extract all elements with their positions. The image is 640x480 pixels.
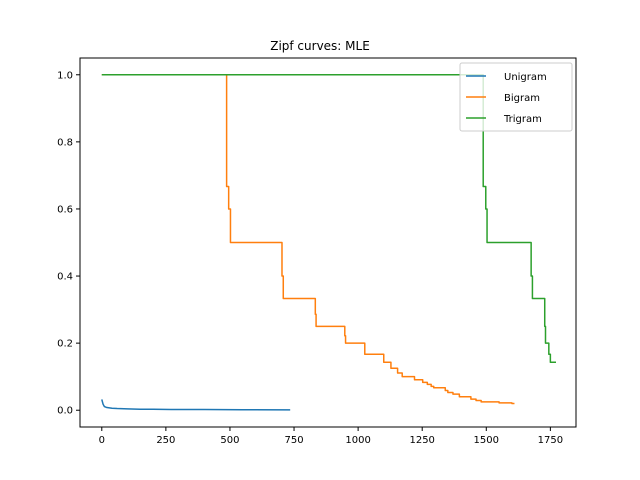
series-line-trigram xyxy=(101,74,557,364)
y-tick-label: 1.0 xyxy=(57,70,73,81)
chart-title: Zipf curves: MLE xyxy=(270,39,370,53)
legend-label-unigram: Unigram xyxy=(504,72,547,83)
legend-box xyxy=(459,62,573,132)
series-line-unigram xyxy=(101,399,291,411)
y-tick-label: 0.0 xyxy=(57,406,73,417)
legend-label-trigram: Trigram xyxy=(503,114,542,125)
legend-label-bigram: Bigram xyxy=(504,93,540,104)
y-tick-label: 0.2 xyxy=(57,339,73,350)
series-line-bigram xyxy=(101,74,515,405)
x-tick-label: 500 xyxy=(220,435,239,446)
axes-frame xyxy=(79,57,577,428)
y-tick-label: 0.8 xyxy=(57,137,73,148)
series-layer xyxy=(101,74,557,411)
y-axis: 0.0 0.2 0.4 0.6 0.8 1.0 xyxy=(57,70,80,417)
x-tick-label: 1500 xyxy=(474,435,499,446)
x-axis: 0 250 500 750 1000 1250 1500 1750 xyxy=(99,427,563,446)
x-tick-label: 1750 xyxy=(538,435,563,446)
x-tick-label: 0 xyxy=(99,435,105,446)
x-tick-label: 750 xyxy=(284,435,303,446)
x-tick-label: 250 xyxy=(156,435,175,446)
x-tick-label: 1250 xyxy=(409,435,434,446)
legend: Unigram Bigram Trigram xyxy=(459,62,573,132)
y-tick-label: 0.6 xyxy=(57,204,73,215)
x-tick-label: 1000 xyxy=(345,435,370,446)
y-tick-label: 0.4 xyxy=(57,272,73,283)
